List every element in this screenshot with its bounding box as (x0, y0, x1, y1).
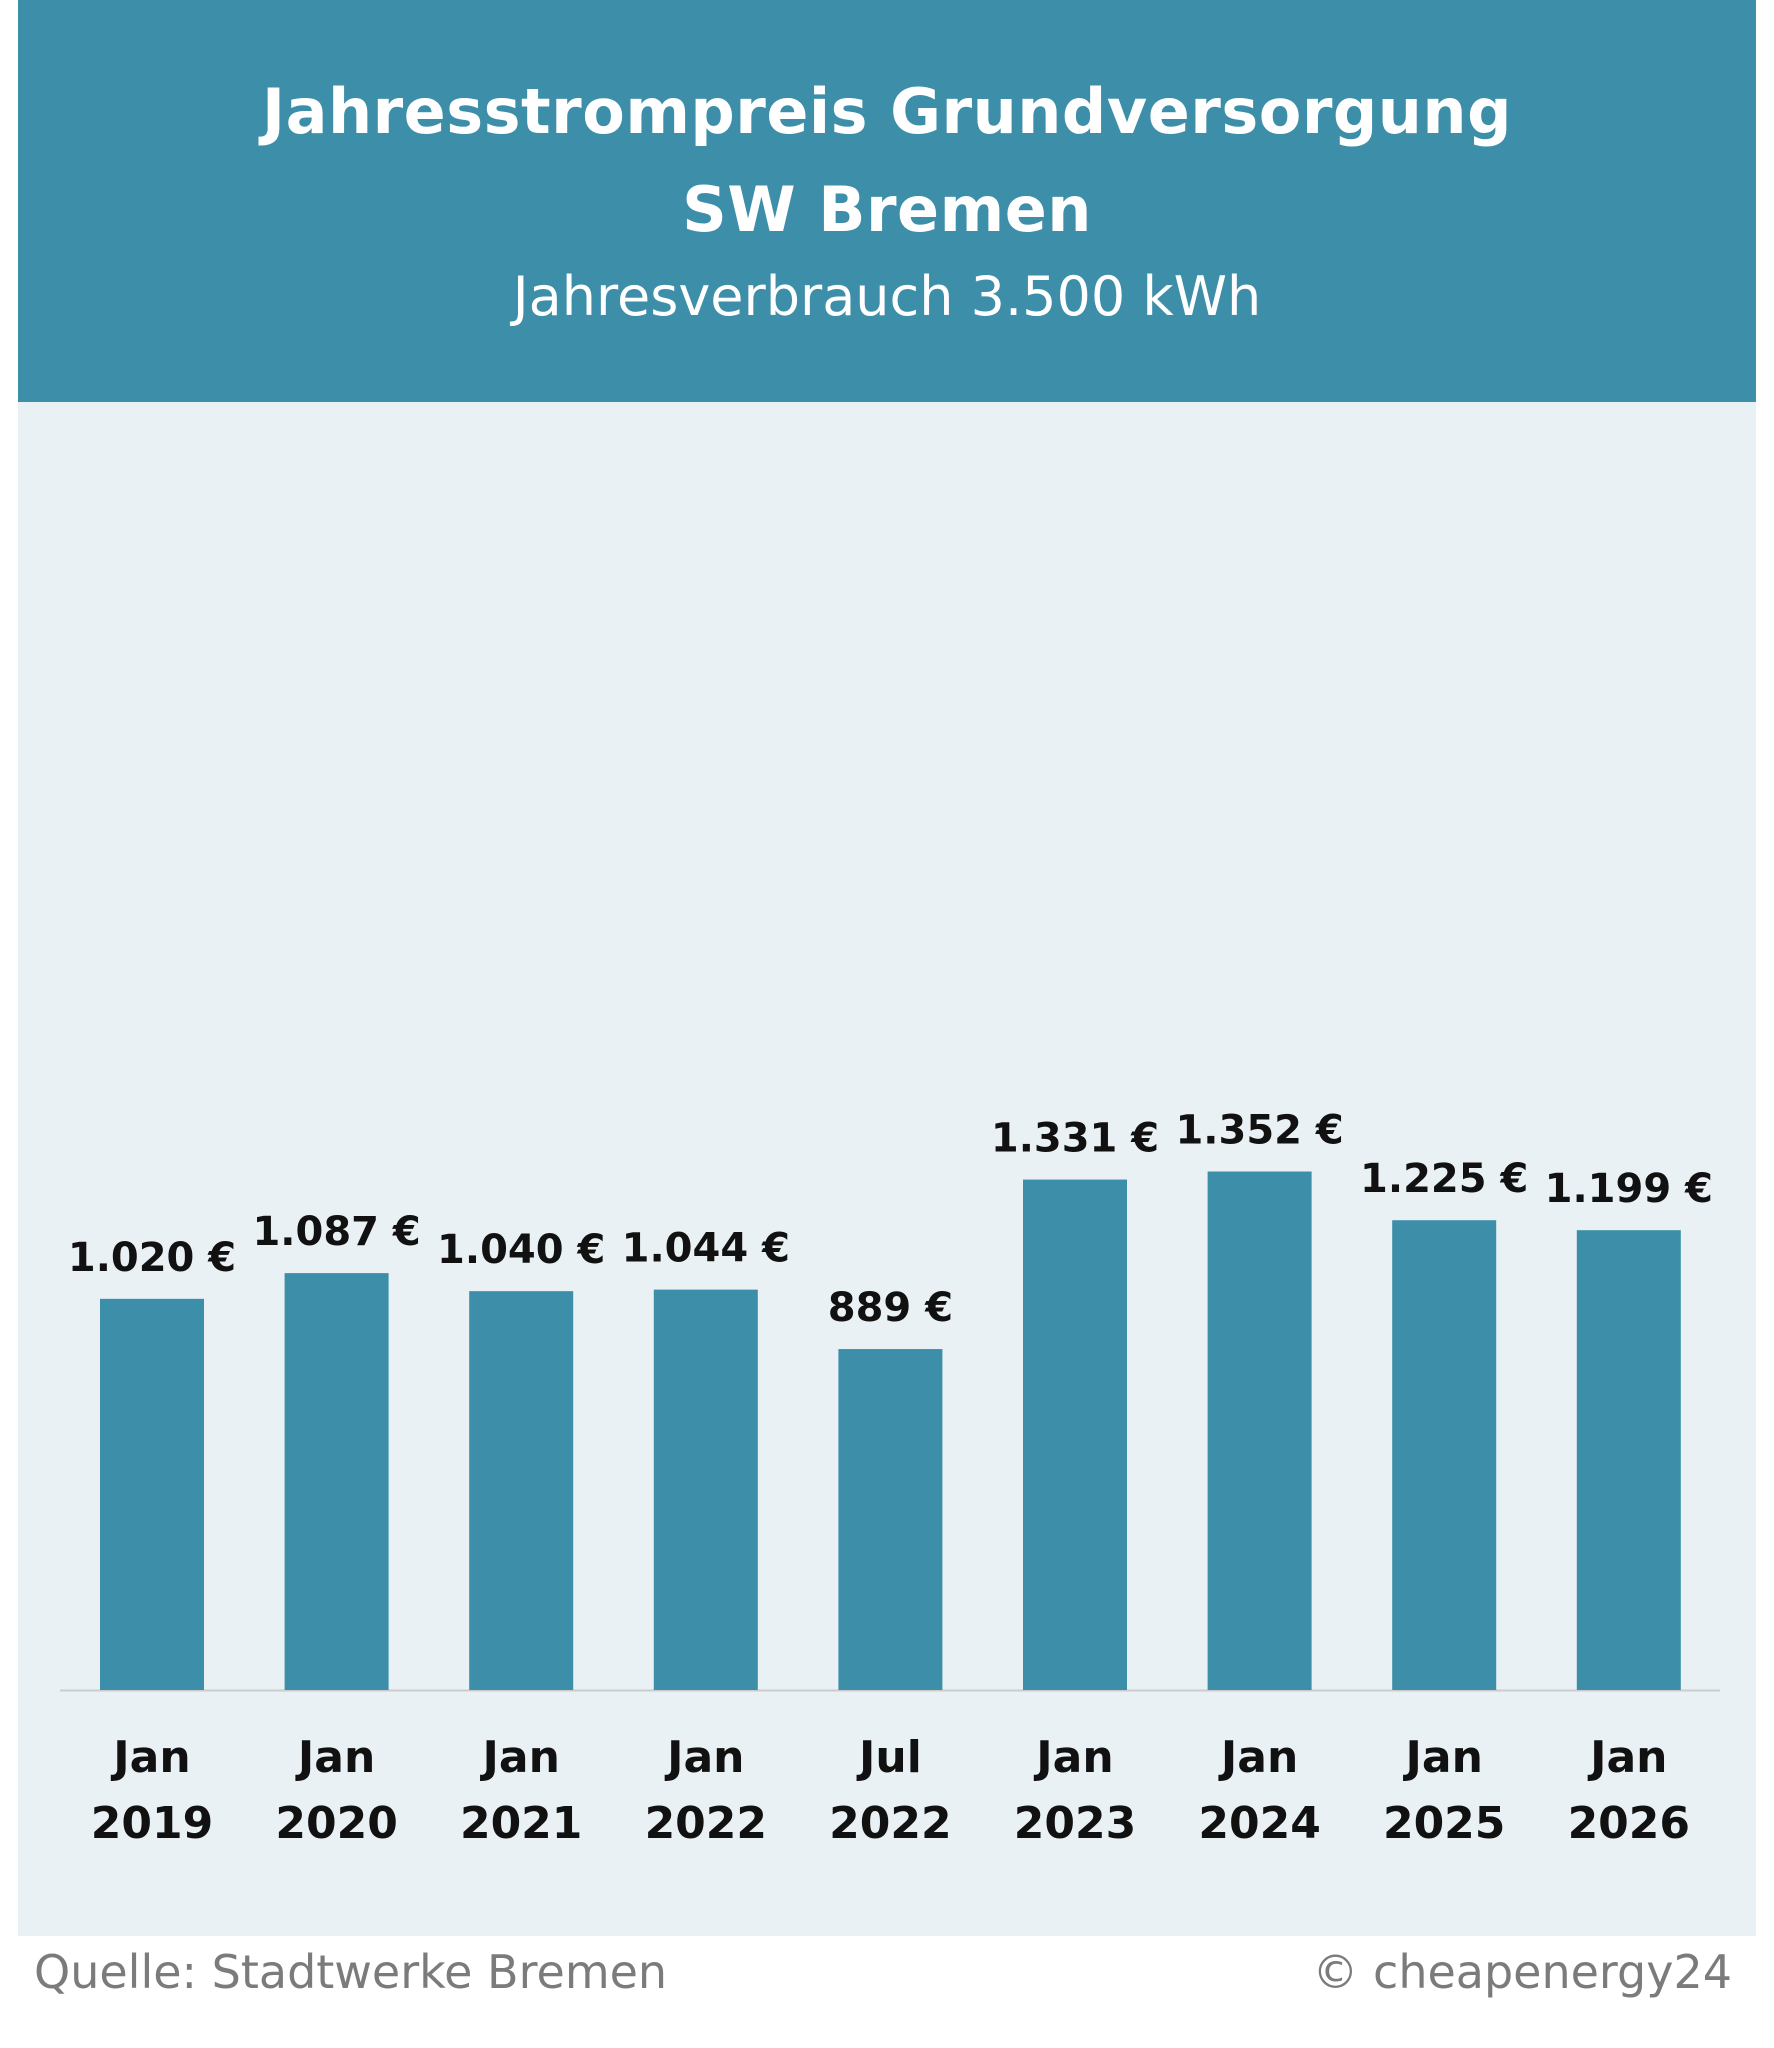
x-tick-label-month: Jan (1403, 1732, 1483, 1783)
x-tick-label-year: 2022 (829, 1798, 951, 1849)
x-tick-label-month: Jan (1587, 1732, 1667, 1783)
bar (1207, 1171, 1312, 1690)
bar (1023, 1179, 1127, 1690)
source-note: Quelle: Stadtwerke Bremen (34, 1945, 668, 1999)
bar (284, 1273, 389, 1690)
chart-title-line-2: SW Bremen (682, 173, 1092, 246)
x-tick-label-year: 2026 (1568, 1798, 1690, 1849)
x-tick-label-month: Jul (856, 1732, 922, 1783)
data-label: 1.087 € (252, 1209, 420, 1255)
data-label: 1.020 € (68, 1235, 236, 1281)
bar (1576, 1230, 1681, 1690)
data-label: 1.199 € (1545, 1166, 1713, 1212)
chart-subtitle: Jahresverbrauch 3.500 kWh (512, 265, 1262, 328)
copyright-note: © cheapenergy24 (1312, 1945, 1732, 1999)
data-label: 1.044 € (622, 1226, 790, 1272)
data-label: 1.352 € (1175, 1108, 1343, 1154)
x-tick-label-month: Jan (1218, 1732, 1298, 1783)
chart-title: Jahresstrompreis Grundversorgung (262, 75, 1512, 148)
x-tick-label-month: Jan (110, 1732, 190, 1783)
data-label: 1.331 € (991, 1116, 1159, 1162)
x-tick-label-year: 2024 (1198, 1798, 1320, 1849)
x-tick-label-month: Jan (664, 1732, 744, 1783)
data-label: 1.225 € (1360, 1156, 1528, 1202)
x-tick-label-year: 2023 (1014, 1798, 1136, 1849)
x-tick-label-month: Jan (295, 1732, 375, 1783)
x-tick-label-month: Jan (480, 1732, 560, 1783)
x-tick-label-year: 2025 (1383, 1798, 1505, 1849)
x-tick-label-year: 2020 (275, 1798, 397, 1849)
plot-area: 1.020 € Jan 2019 1.087 € Jan 2020 1.040 € Jan 20… (18, 402, 1756, 1936)
bar (100, 1298, 204, 1690)
data-label: 889 € (828, 1285, 953, 1331)
bar (653, 1289, 758, 1690)
bar-chart: 1.020 € Jan 2019 1.087 € Jan 2020 1.040 € Jan 20… (60, 1108, 1720, 1849)
bar (1392, 1220, 1497, 1690)
data-label: 1.040 € (437, 1227, 605, 1273)
bar (838, 1349, 943, 1690)
x-tick-label-year: 2022 (645, 1798, 767, 1849)
x-tick-label-year: 2019 (91, 1798, 213, 1849)
x-tick-label-month: Jan (1033, 1732, 1113, 1783)
bar (469, 1291, 574, 1690)
x-tick-label-year: 2021 (460, 1798, 582, 1849)
chart-header: Jahresstrompreis Grundversorgung SW Brem… (18, 0, 1756, 402)
